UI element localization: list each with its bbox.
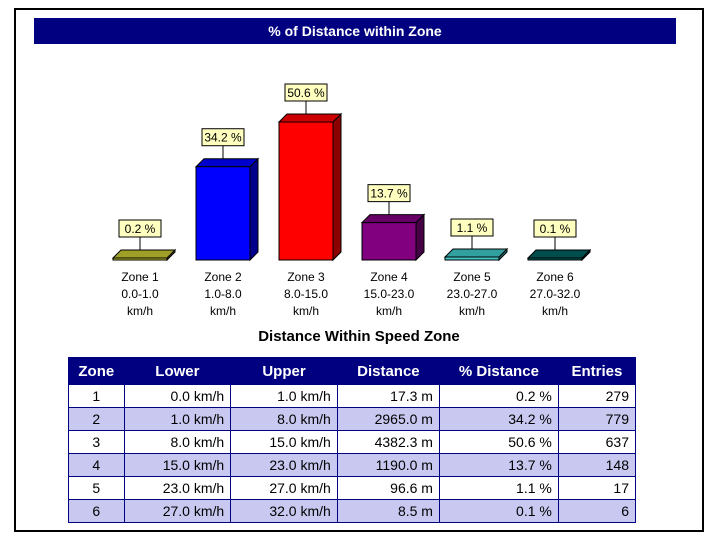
data-label-box-4	[367, 184, 411, 203]
table-cell: 1.0 km/h	[123, 407, 232, 431]
table-cell: 3	[68, 430, 125, 454]
table-cell: 27.0 km/h	[230, 476, 338, 500]
bar-chart: 0.2 % Zone 1 0.0-1.0 km/h 34.2 % Zone 2 1.0-8.…	[111, 83, 592, 318]
table-cell: 8.0 km/h	[123, 430, 232, 454]
table-row: 6 27.0 km/h 32.0 km/h 8.5 m 0.1 % 6	[68, 499, 637, 523]
table-body: 1 0.0 km/h 1.0 km/h 17.3 m 0.2 % 279 2 1.0 km/h…	[68, 384, 637, 523]
bar-zone-6	[527, 257, 583, 261]
table-cell: 23.0 km/h	[123, 476, 232, 500]
table-row: 2 1.0 km/h 8.0 km/h 2965.0 m 34.2 % 779	[68, 407, 637, 431]
table-cell: 2	[68, 407, 125, 431]
category-label-3-1: Zone 3	[287, 270, 325, 284]
table-cell: 17	[557, 476, 637, 500]
table-row: 1 0.0 km/h 1.0 km/h 17.3 m 0.2 % 279	[68, 384, 637, 408]
bar-zone-4	[361, 222, 417, 261]
data-label-2: 34.2 %	[204, 131, 242, 145]
bar-top-zone-5	[443, 248, 509, 258]
table-cell: 5	[68, 476, 125, 500]
table-cell: 50.6 %	[438, 430, 559, 454]
table-cell: 13.7 %	[438, 453, 559, 477]
column-header-lower: Lower	[123, 357, 232, 385]
column-header-upper: Upper	[230, 357, 338, 385]
category-label-1-1: Zone 1	[121, 270, 159, 284]
table-cell: 0.1 %	[438, 499, 559, 523]
table-title: Distance Within Speed Zone	[258, 328, 460, 345]
data-label-box-2	[201, 128, 245, 147]
chart-title: % of Distance within Zone	[34, 18, 676, 44]
table-cell: 1190.0 m	[336, 453, 440, 477]
column-header-zone: Zone	[68, 357, 125, 385]
table-cell: 96.6 m	[336, 476, 440, 500]
table-cell: 34.2 %	[438, 407, 559, 431]
table-row: 4 15.0 km/h 23.0 km/h 1190.0 m 13.7 % 148	[68, 453, 637, 477]
table-cell: 15.0 km/h	[230, 430, 338, 454]
data-label-4: 13.7 %	[370, 187, 408, 201]
table-cell: 0.2 %	[438, 384, 559, 408]
category-label-3-3: km/h	[293, 304, 319, 318]
data-label-box-6	[533, 219, 577, 238]
column-header-distance: % Distance	[438, 357, 559, 385]
table-cell: 779	[557, 407, 637, 431]
table-cell: 1	[68, 384, 125, 408]
table-cell: 6	[68, 499, 125, 523]
data-label-5: 1.1 %	[457, 221, 488, 235]
category-label-6-3: km/h	[542, 304, 568, 318]
bar-top-zone-4	[360, 214, 426, 224]
column-header-distance: Distance	[336, 357, 440, 385]
bar-top-zone-3	[277, 113, 343, 123]
table-cell: 279	[557, 384, 637, 408]
table-cell: 27.0 km/h	[123, 499, 232, 523]
table-cell: 8.0 km/h	[230, 407, 338, 431]
category-label-3-2: 8.0-15.0	[284, 287, 328, 301]
table-cell: 17.3 m	[336, 384, 440, 408]
category-label-6-1: Zone 6	[536, 270, 574, 284]
bar-top-zone-1	[111, 249, 177, 259]
bar-zone-1	[112, 257, 168, 261]
table-cell: 0.0 km/h	[123, 384, 232, 408]
table-cell: 32.0 km/h	[230, 499, 338, 523]
table-row: 5 23.0 km/h 27.0 km/h 96.6 m 1.1 % 17	[68, 476, 637, 500]
data-label-6: 0.1 %	[540, 222, 571, 236]
data-label-box-3	[284, 83, 328, 102]
table-cell: 148	[557, 453, 637, 477]
category-label-2-1: Zone 2	[204, 270, 242, 284]
zone-table: Zone Lower Upper Distance% Distance Entries …	[68, 357, 637, 523]
bar-top-zone-6	[526, 249, 592, 259]
category-label-5-2: 23.0-27.0	[447, 287, 498, 301]
table-cell: 15.0 km/h	[123, 453, 232, 477]
category-label-1-2: 0.0-1.0	[121, 287, 159, 301]
table-cell: 4	[68, 453, 125, 477]
table-row: 3 8.0 km/h 15.0 km/h 4382.3 m 50.6 % 637	[68, 430, 637, 454]
bar-side-zone-3	[332, 112, 342, 262]
table-cell: 1.1 %	[438, 476, 559, 500]
table-cell: 4382.3 m	[336, 430, 440, 454]
table-cell: 8.5 m	[336, 499, 440, 523]
table-cell: 23.0 km/h	[230, 453, 338, 477]
bar-zone-2	[195, 166, 251, 261]
bar-side-zone-2	[249, 157, 259, 262]
bar-top-zone-2	[194, 158, 260, 168]
category-label-6-2: 27.0-32.0	[530, 287, 581, 301]
table-cell: 2965.0 m	[336, 407, 440, 431]
column-header-entries: Entries	[557, 357, 637, 385]
table-cell: 6	[557, 499, 637, 523]
table-header-row: Zone Lower Upper Distance% Distance Entries	[68, 357, 637, 385]
category-label-5-3: km/h	[459, 304, 485, 318]
category-label-4-3: km/h	[376, 304, 402, 318]
bar-zone-5	[444, 256, 500, 261]
category-label-5-1: Zone 5	[453, 270, 491, 284]
data-label-3: 50.6 %	[287, 86, 325, 100]
bar-zone-3	[278, 121, 334, 261]
data-label-1: 0.2 %	[125, 222, 156, 236]
report-frame: % of Distance within Zone 0.2 % Zone 1 0.0…	[14, 8, 704, 532]
category-label-4-1: Zone 4	[370, 270, 408, 284]
data-label-box-1	[118, 219, 162, 238]
data-label-box-5	[450, 218, 494, 237]
table-cell: 637	[557, 430, 637, 454]
table-cell: 1.0 km/h	[230, 384, 338, 408]
category-label-4-2: 15.0-23.0	[364, 287, 415, 301]
category-label-1-3: km/h	[127, 304, 153, 318]
category-label-2-3: km/h	[210, 304, 236, 318]
category-label-2-2: 1.0-8.0	[204, 287, 242, 301]
